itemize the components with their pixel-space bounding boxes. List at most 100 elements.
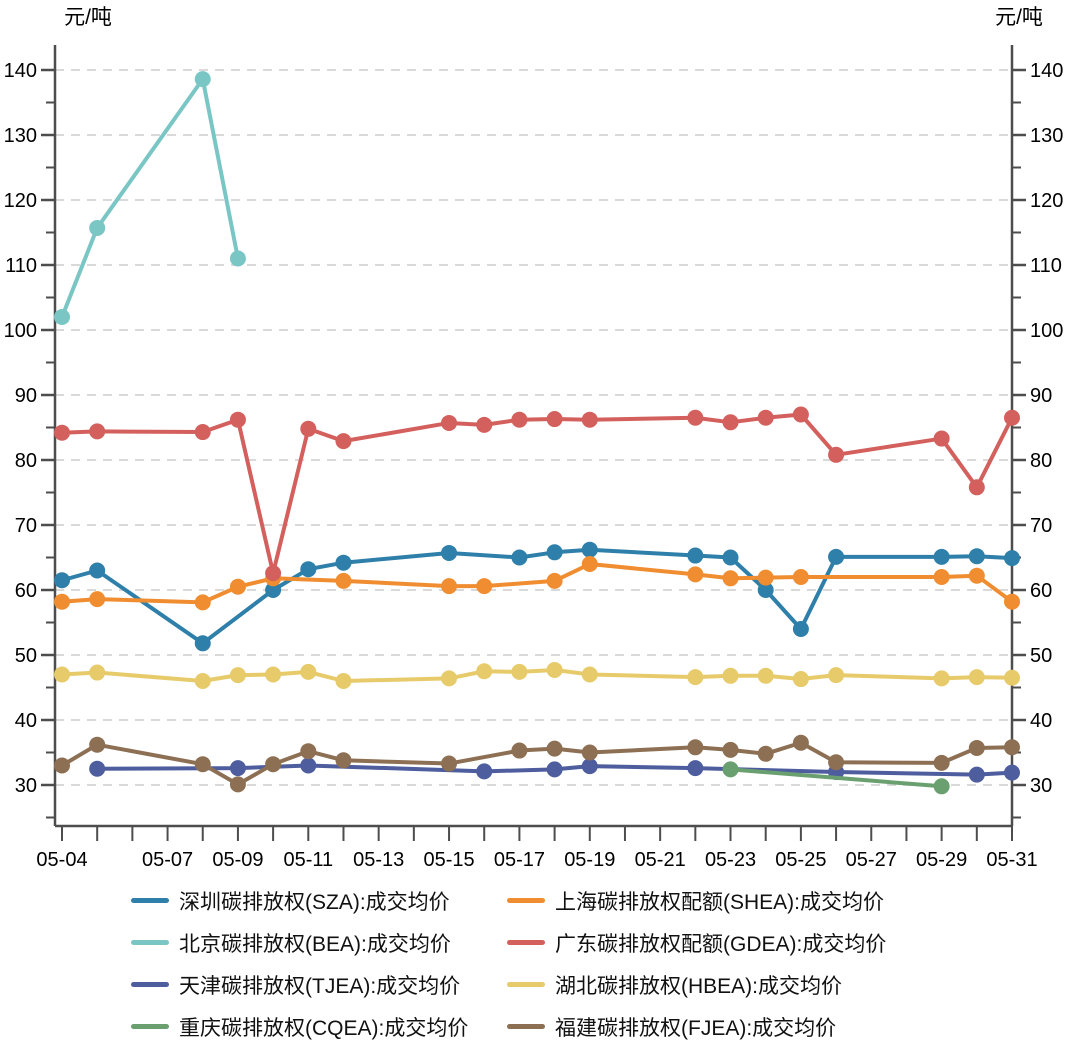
y-axis-unit-right: 元/吨 xyxy=(995,6,1043,29)
data-point-FJEA-05-09 xyxy=(229,776,246,793)
legend-label-shea: 上海碳排放权配额(SHEA):成交均价 xyxy=(555,890,885,914)
legend-label-gdea: 广东碳排放权配额(GDEA):成交均价 xyxy=(555,932,887,956)
data-point-GDEA-05-11 xyxy=(300,420,317,437)
data-point-SZA-05-08 xyxy=(194,635,211,652)
y-tick-label-right-50: 50 xyxy=(1030,645,1052,667)
data-point-HBEA-05-05 xyxy=(89,664,106,681)
data-point-FJEA-05-25 xyxy=(792,734,809,751)
data-point-SHEA-05-19 xyxy=(581,556,598,572)
data-point-HBEA-05-08 xyxy=(194,673,211,689)
data-point-SZA-05-15 xyxy=(441,544,458,561)
series-line-CQEA xyxy=(728,767,944,789)
data-point-TJEA-05-19 xyxy=(581,758,598,775)
series-SHEA xyxy=(54,556,1020,611)
data-point-HBEA-05-18 xyxy=(546,661,563,678)
data-point-SZA-05-17 xyxy=(511,549,528,566)
series-line-GDEA xyxy=(60,412,1014,576)
data-point-HBEA-05-09 xyxy=(229,667,246,684)
data-point-FJEA-05-18 xyxy=(546,740,563,757)
legend-item-bea: 北京碳排放权(BEA):成交均价 xyxy=(131,926,507,959)
data-point-SZA-05-29 xyxy=(933,548,950,565)
y-tick-label-left-40: 40 xyxy=(15,710,37,732)
data-point-FJEA-05-26 xyxy=(828,754,845,771)
data-point-TJEA-05-22 xyxy=(687,760,704,777)
legend-item-fjea: 福建碳排放权(FJEA):成交均价 xyxy=(507,1010,886,1043)
data-point-BEA-05-09 xyxy=(229,250,246,267)
data-point-FJEA-05-24 xyxy=(757,745,774,762)
data-point-SHEA-05-05 xyxy=(89,591,106,608)
legend-swatch-fjea xyxy=(507,1024,545,1029)
data-point-GDEA-05-23 xyxy=(722,414,739,431)
x-tick-label-05-13: 05-13 xyxy=(353,849,404,871)
data-point-SHEA-05-09 xyxy=(229,578,246,595)
data-point-FJEA-05-12 xyxy=(335,752,352,769)
data-point-SZA-05-11 xyxy=(300,561,317,578)
data-point-HBEA-05-10 xyxy=(265,666,282,683)
data-point-GDEA-05-30 xyxy=(968,479,985,496)
series-HBEA xyxy=(54,661,1020,689)
data-point-TJEA-05-11 xyxy=(300,757,317,774)
data-point-GDEA-05-08 xyxy=(194,424,211,441)
data-point-GDEA-05-09 xyxy=(229,411,246,428)
x-tick-label-05-27: 05-27 xyxy=(846,849,897,871)
y-tick-label-right-130: 130 xyxy=(1030,125,1063,147)
data-point-SHEA-05-22 xyxy=(687,566,704,583)
y-tick-label-left-110: 110 xyxy=(5,255,37,277)
chart-canvas: 元/吨 元/吨 30 30 40 40 50 50 60 60 70 70 80 80 90 90 100 1… xyxy=(4,6,1064,871)
legend-label-tjea: 天津碳排放权(TJEA):成交均价 xyxy=(179,974,461,998)
legend-label-fjea: 福建碳排放权(FJEA):成交均价 xyxy=(555,1016,837,1040)
data-point-CQEA-05-29 xyxy=(933,778,950,795)
axes: 30 30 40 40 50 50 60 60 70 70 80 80 90 90 100 100 110 110… xyxy=(4,45,1063,871)
legend-swatch-sza xyxy=(131,898,169,903)
y-tick-label-right-60: 60 xyxy=(1030,580,1052,602)
data-point-FJEA-05-30 xyxy=(968,739,985,756)
chart-legend: 深圳碳排放权(SZA):成交均价 上海碳排放权配额(SHEA):成交均价北京碳排放… xyxy=(0,884,1068,1043)
data-point-FJEA-05-17 xyxy=(511,742,528,759)
data-point-HBEA-05-22 xyxy=(687,669,704,686)
data-point-SZA-05-10 xyxy=(265,582,282,598)
y-tick-label-left-130: 130 xyxy=(4,125,37,147)
data-point-FJEA-05-22 xyxy=(687,739,704,756)
data-point-SHEA-05-08 xyxy=(194,594,211,611)
data-point-GDEA-05-29 xyxy=(933,430,950,447)
x-tick-label-05-07: 05-07 xyxy=(142,849,193,871)
data-point-GDEA-05-15 xyxy=(441,414,458,431)
y-tick-label-left-100: 100 xyxy=(4,320,37,342)
data-point-HBEA-05-15 xyxy=(441,670,458,687)
data-point-TJEA-05-05 xyxy=(89,760,106,777)
data-point-FJEA-05-23 xyxy=(722,741,739,758)
data-point-BEA-05-05 xyxy=(89,219,106,236)
data-point-TJEA-05-16 xyxy=(476,763,493,780)
y-tick-label-right-120: 120 xyxy=(1030,190,1063,212)
data-point-SHEA-05-23 xyxy=(722,570,739,587)
data-point-TJEA-05-09 xyxy=(229,760,246,777)
data-point-TJEA-05-31 xyxy=(1004,764,1020,781)
series-line-BEA xyxy=(60,77,240,319)
data-point-SHEA-05-24 xyxy=(757,569,774,586)
data-point-GDEA-05-16 xyxy=(476,416,493,433)
x-tick-label-05-15: 05-15 xyxy=(423,849,474,871)
legend-swatch-bea xyxy=(131,940,169,945)
y-tick-label-right-90: 90 xyxy=(1030,385,1052,407)
legend-label-hbea: 湖北碳排放权(HBEA):成交均价 xyxy=(555,974,843,998)
series-BEA xyxy=(54,71,246,325)
data-point-SZA-05-19 xyxy=(581,541,598,558)
legend-item-tjea: 天津碳排放权(TJEA):成交均价 xyxy=(131,968,507,1001)
legend-item-sza: 深圳碳排放权(SZA):成交均价 xyxy=(131,884,507,917)
data-point-HBEA-05-17 xyxy=(511,663,528,680)
y-tick-label-left-80: 80 xyxy=(15,450,37,472)
data-point-HBEA-05-24 xyxy=(757,667,774,684)
data-point-HBEA-05-26 xyxy=(828,667,845,684)
legend-label-bea: 北京碳排放权(BEA):成交均价 xyxy=(179,932,451,956)
x-tick-label-05-11: 05-11 xyxy=(283,849,333,871)
data-point-HBEA-05-04 xyxy=(54,666,70,683)
data-point-SZA-05-26 xyxy=(828,548,845,565)
data-point-FJEA-05-15 xyxy=(441,755,458,772)
data-point-HBEA-05-16 xyxy=(476,663,493,680)
data-point-FJEA-05-08 xyxy=(194,756,211,773)
data-point-HBEA-05-31 xyxy=(1004,669,1020,686)
data-point-GDEA-05-04 xyxy=(54,424,70,441)
legend-swatch-cqea xyxy=(131,1024,169,1029)
data-point-SZA-05-04 xyxy=(54,572,70,589)
data-point-SZA-05-12 xyxy=(335,554,352,571)
